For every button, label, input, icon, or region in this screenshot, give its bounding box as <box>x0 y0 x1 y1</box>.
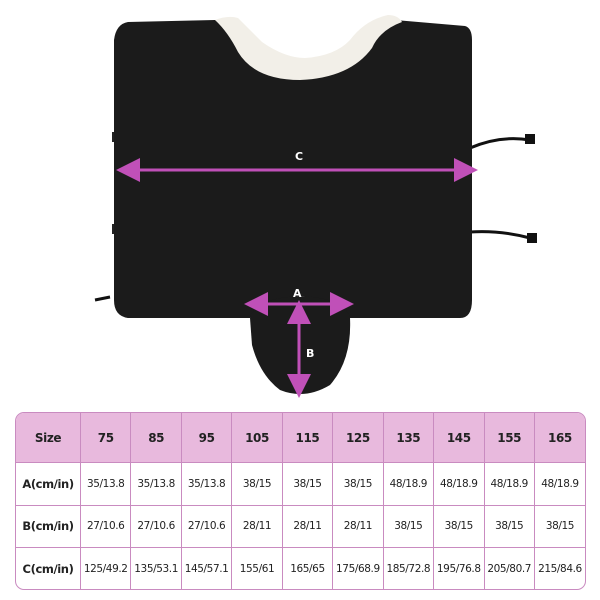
header-size: 95 <box>180 413 233 463</box>
label-a: A <box>293 287 302 300</box>
header-size: 135 <box>382 413 435 463</box>
table-row: B(cm/in) 27/10.6 27/10.6 27/10.6 28/11 2… <box>16 504 585 549</box>
table-cell: 38/15 <box>231 462 283 506</box>
table-cell: 38/15 <box>281 462 334 506</box>
table-row: C(cm/in) 125/49.2 135/53.1 145/57.1 155/… <box>16 547 585 589</box>
label-b: B <box>306 347 314 360</box>
row-label: C(cm/in) <box>16 547 81 589</box>
strap-right-lower <box>469 230 537 243</box>
size-chart-table: Size 75 85 95 105 115 125 135 145 155 16… <box>15 412 586 590</box>
table-cell: 195/76.8 <box>433 547 485 589</box>
table-cell: 38/15 <box>483 504 535 549</box>
table-cell: 185/72.8 <box>382 547 435 589</box>
table-cell: 215/84.6 <box>533 547 585 589</box>
row-label: A(cm/in) <box>16 462 81 506</box>
table-cell: 27/10.6 <box>130 504 182 549</box>
table-cell: 38/15 <box>433 504 485 549</box>
label-c: C <box>295 150 303 163</box>
table-cell: 35/13.8 <box>130 462 182 506</box>
table-cell: 48/18.9 <box>382 462 435 506</box>
table-cell: 28/11 <box>281 504 334 549</box>
header-size: 165 <box>533 413 585 463</box>
horse-blanket-illustration: C A B <box>94 15 537 398</box>
table-cell: 145/57.1 <box>180 547 233 589</box>
table-cell: 135/53.1 <box>130 547 182 589</box>
header-size: 85 <box>130 413 182 463</box>
header-size: 145 <box>433 413 485 463</box>
header-size: 125 <box>332 413 384 463</box>
header-size: 75 <box>79 413 132 463</box>
table-header-row: Size 75 85 95 105 115 125 135 145 155 16… <box>16 413 585 463</box>
header-size: 105 <box>231 413 283 463</box>
table-cell: 35/13.8 <box>180 462 233 506</box>
row-label: B(cm/in) <box>16 504 81 549</box>
table-cell: 38/15 <box>533 504 585 549</box>
table-cell: 27/10.6 <box>79 504 132 549</box>
fur-collar <box>215 15 402 80</box>
header-size: 115 <box>281 413 334 463</box>
header-size: 155 <box>483 413 535 463</box>
table-cell: 35/13.8 <box>79 462 132 506</box>
table-cell: 48/18.9 <box>483 462 535 506</box>
header-size-label: Size <box>16 413 81 463</box>
table-cell: 28/11 <box>332 504 384 549</box>
table-cell: 165/65 <box>281 547 334 589</box>
table-cell: 28/11 <box>231 504 283 549</box>
table-cell: 27/10.6 <box>180 504 233 549</box>
table-cell: 125/49.2 <box>79 547 132 589</box>
table-row: A(cm/in) 35/13.8 35/13.8 35/13.8 38/15 3… <box>16 462 585 506</box>
table-cell: 48/18.9 <box>433 462 485 506</box>
table-cell: 38/15 <box>382 504 435 549</box>
strap-right-upper <box>469 134 535 150</box>
table-cell: 48/18.9 <box>533 462 585 506</box>
table-cell: 38/15 <box>332 462 384 506</box>
table-cell: 205/80.7 <box>483 547 535 589</box>
table-cell: 175/68.9 <box>332 547 384 589</box>
table-cell: 155/61 <box>231 547 283 589</box>
